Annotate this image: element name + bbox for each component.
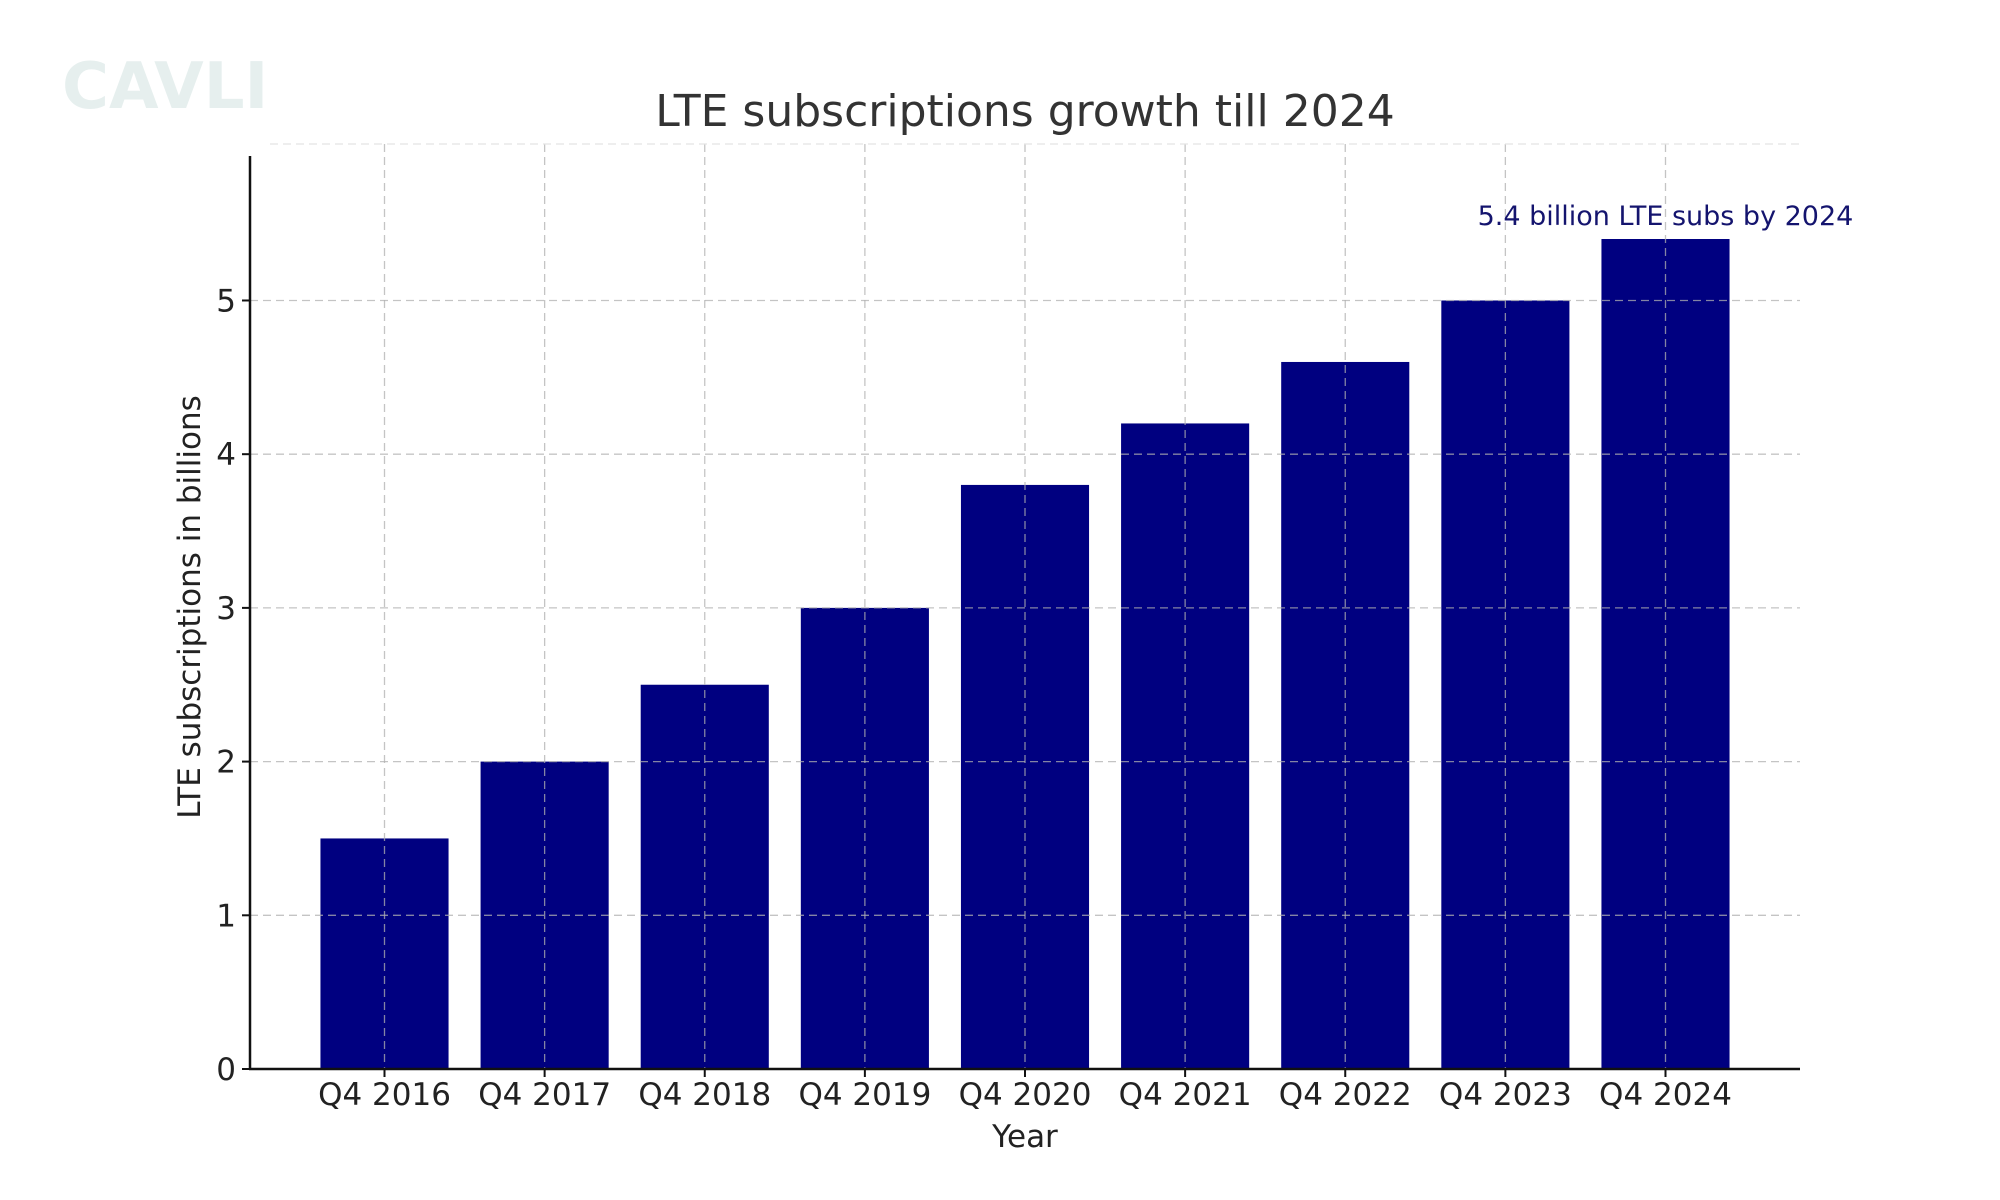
y-tick-label: 1 xyxy=(216,898,236,934)
y-axis-label: LTE subscriptions in billions xyxy=(172,395,208,818)
y-tick-label: 0 xyxy=(216,1052,236,1088)
x-tick-label: Q4 2021 xyxy=(1119,1077,1252,1113)
x-tick-label: Q4 2016 xyxy=(318,1077,451,1113)
y-tick-label: 4 xyxy=(216,437,236,473)
bar-q4-2022 xyxy=(1281,361,1410,1069)
x-tick-label: Q4 2019 xyxy=(798,1077,931,1113)
x-tick-label: Q4 2022 xyxy=(1279,1077,1412,1113)
y-tick-label: 5 xyxy=(216,283,236,319)
x-tick-label: Q4 2017 xyxy=(478,1077,611,1113)
chart-title: LTE subscriptions growth till 2024 xyxy=(655,86,1394,137)
x-tick-label: Q4 2020 xyxy=(959,1077,1092,1113)
x-axis-label: Year xyxy=(991,1119,1058,1155)
x-tick-label: Q4 2018 xyxy=(638,1077,771,1113)
bar-q4-2020 xyxy=(960,484,1090,1070)
watermark-logo: CAVLI xyxy=(62,50,268,124)
x-tick-label: Q4 2023 xyxy=(1439,1077,1572,1113)
y-tick-label: 2 xyxy=(216,745,236,781)
annotation-label: 5.4 billion LTE subs by 2024 xyxy=(1478,201,1854,232)
y-tick-label: 3 xyxy=(216,591,236,627)
x-tick-label: Q4 2024 xyxy=(1599,1077,1732,1113)
